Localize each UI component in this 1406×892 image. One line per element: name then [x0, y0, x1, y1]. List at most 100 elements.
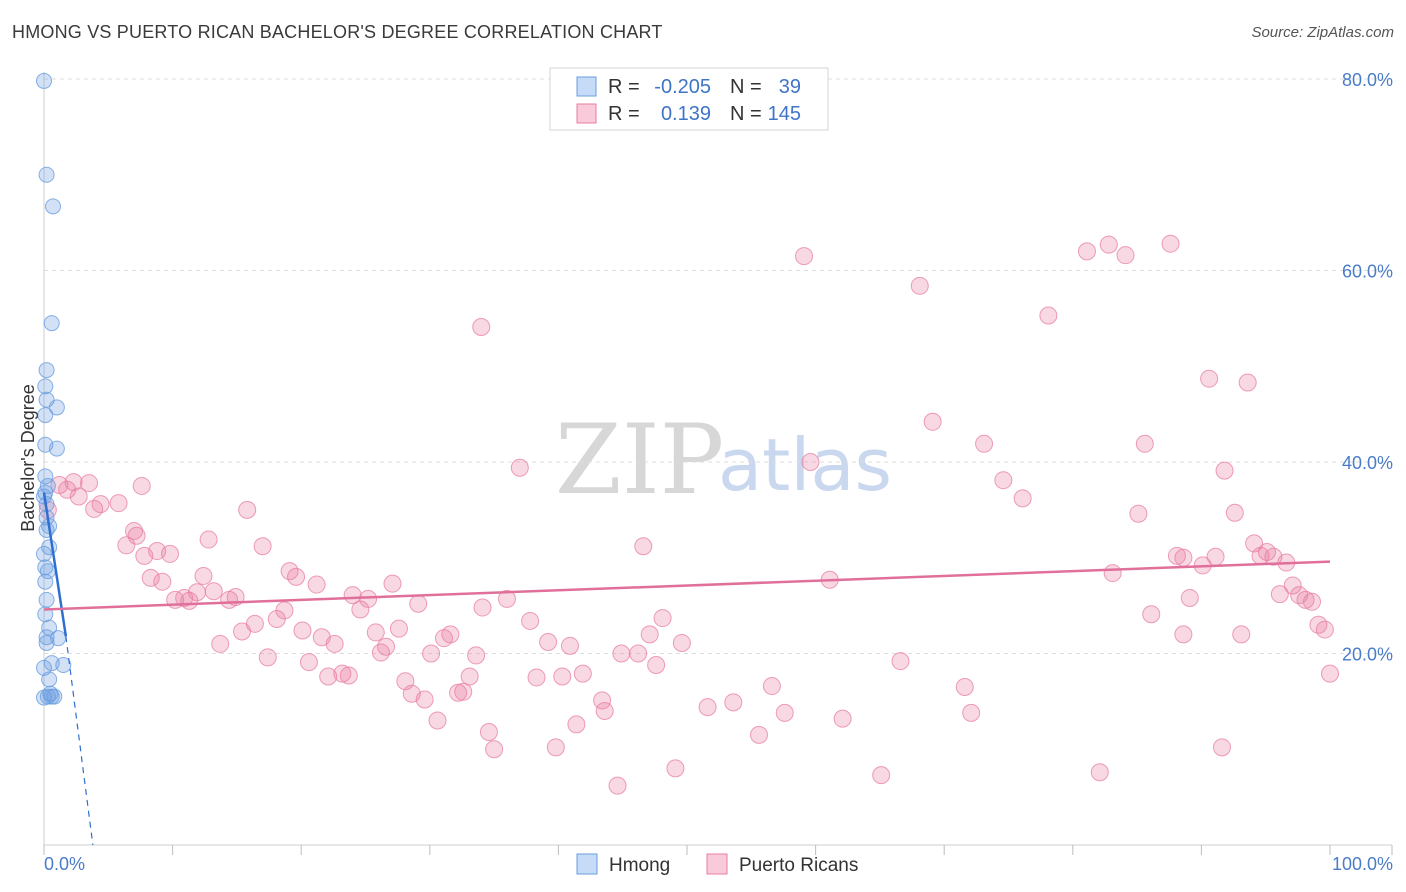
- puerto-ricans-point: [497, 589, 516, 608]
- legend-n-value-puerto-ricans: 145: [768, 103, 801, 125]
- puerto-ricans-point: [539, 633, 558, 652]
- legend-swatch-hmong: [576, 76, 597, 97]
- puerto-ricans-point: [366, 623, 385, 642]
- puerto-ricans-point: [1238, 373, 1257, 392]
- puerto-ricans-point: [293, 621, 312, 640]
- puerto-ricans-point: [560, 636, 579, 655]
- puerto-ricans-point: [161, 544, 180, 563]
- puerto-ricans-point: [389, 619, 408, 638]
- puerto-ricans-point: [698, 698, 717, 717]
- puerto-ricans-point: [647, 655, 666, 674]
- bottom-legend: Hmong Puerto Ricans: [576, 853, 858, 876]
- puerto-ricans-point: [253, 537, 272, 556]
- puerto-ricans-point: [153, 572, 172, 591]
- puerto-ricans-point: [467, 646, 486, 665]
- puerto-ricans-point: [275, 601, 294, 620]
- legend-n-label-2: N =: [730, 103, 762, 125]
- puerto-ricans-point: [188, 583, 207, 602]
- tick-labels: 20.0% 40.0% 60.0% 80.0% 0.0% 100.0%: [44, 70, 1393, 874]
- trend-lines: [42, 492, 1331, 846]
- puerto-ricans-point: [833, 709, 852, 728]
- hmong-point: [43, 655, 60, 672]
- puerto-ricans-point: [473, 598, 492, 617]
- legend-r-value-puerto-ricans: 0.139: [661, 103, 711, 125]
- puerto-ricans-point: [775, 703, 794, 722]
- puerto-ricans-point: [454, 682, 473, 701]
- watermark-zip: ZIP: [555, 404, 724, 516]
- puerto-ricans-point: [521, 611, 540, 630]
- puerto-ricans-point: [287, 567, 306, 586]
- puerto-ricans-point: [383, 574, 402, 593]
- hmong-point: [43, 315, 60, 332]
- hmong-point: [45, 198, 62, 215]
- puerto-ricans-point: [307, 575, 326, 594]
- puerto-ricans-point: [1116, 246, 1135, 265]
- axes: [43, 72, 1393, 855]
- y-tick-label: 20.0%: [1342, 645, 1393, 665]
- puerto-ricans-point: [1212, 738, 1231, 757]
- puerto-ricans-point: [1296, 590, 1315, 609]
- puerto-ricans-point: [199, 530, 218, 549]
- puerto-ricans-point: [415, 690, 434, 709]
- puerto-ricans-point: [441, 625, 460, 644]
- legend: R = -0.205 N = 39 R = 0.139 N = 145: [549, 67, 829, 131]
- hmong-point: [37, 468, 54, 485]
- puerto-ricans-point: [962, 703, 981, 722]
- bottom-legend-swatch-hmong: [576, 853, 598, 875]
- puerto-ricans-point: [750, 725, 769, 744]
- puerto-ricans-point: [1161, 234, 1180, 253]
- puerto-ricans-point: [479, 723, 498, 742]
- puerto-ricans-point: [409, 594, 428, 613]
- puerto-ricans-point: [666, 759, 685, 778]
- puerto-ricans-point: [194, 566, 213, 585]
- puerto-ricans-point: [460, 667, 479, 686]
- chart-title: HMONG VS PUERTO RICAN BACHELOR'S DEGREE …: [12, 22, 663, 42]
- puerto-ricans-point: [371, 643, 390, 662]
- puerto-ricans-point: [1174, 625, 1193, 644]
- hmong-point: [37, 573, 54, 590]
- puerto-ricans-point: [125, 521, 144, 540]
- puerto-ricans-point: [872, 766, 891, 785]
- hmong-point: [36, 72, 52, 89]
- watermark-atlas: atlas: [718, 423, 892, 507]
- hmong-trend-extension: [65, 636, 94, 846]
- puerto-ricans-point: [91, 495, 110, 514]
- puerto-ricans-point: [141, 568, 160, 587]
- puerto-ricans-point: [1142, 605, 1161, 624]
- puerto-ricans-point: [527, 668, 546, 687]
- puerto-ricans-point: [64, 473, 83, 492]
- hmong-point: [48, 399, 65, 416]
- puerto-ricans-point: [608, 776, 627, 795]
- puerto-ricans-point: [1039, 306, 1058, 325]
- puerto-ricans-point: [1135, 434, 1154, 453]
- hmong-point: [38, 634, 55, 651]
- legend-swatch-puerto-ricans: [576, 103, 597, 124]
- puerto-ricans-point: [724, 693, 743, 712]
- puerto-ricans-point: [955, 678, 974, 697]
- puerto-ricans-point: [1225, 503, 1244, 522]
- bottom-legend-label-puerto-ricans: Puerto Ricans: [739, 855, 858, 876]
- x-tick-label: 100.0%: [1332, 854, 1393, 874]
- legend-n-label-1: N =: [730, 76, 762, 98]
- puerto-ricans-point: [204, 582, 223, 601]
- puerto-ricans-point: [1013, 489, 1032, 508]
- puerto-ricans-point: [1167, 546, 1186, 565]
- puerto-ricans-point: [1099, 235, 1118, 254]
- puerto-ricans-trend-line: [43, 560, 1331, 611]
- hmong-point: [38, 166, 55, 183]
- puerto-ricans-point: [1215, 461, 1234, 480]
- puerto-ricans-point: [1129, 504, 1148, 523]
- source-label: Source: ZipAtlas.com: [1251, 24, 1394, 41]
- puerto-ricans-point: [1232, 625, 1251, 644]
- puerto-ricans-point: [1206, 547, 1225, 566]
- puerto-ricans-point: [573, 664, 592, 683]
- puerto-ricans-point: [593, 691, 612, 710]
- legend-n-value-hmong: 39: [779, 76, 801, 98]
- y-tick-label: 80.0%: [1342, 70, 1393, 90]
- y-tick-label: 40.0%: [1342, 453, 1393, 473]
- puerto-ricans-point: [1315, 620, 1334, 639]
- legend-r-label-2: R =: [608, 103, 640, 125]
- puerto-ricans-point: [1270, 585, 1289, 604]
- puerto-ricans-point: [472, 317, 491, 336]
- bottom-legend-label-hmong: Hmong: [609, 855, 670, 876]
